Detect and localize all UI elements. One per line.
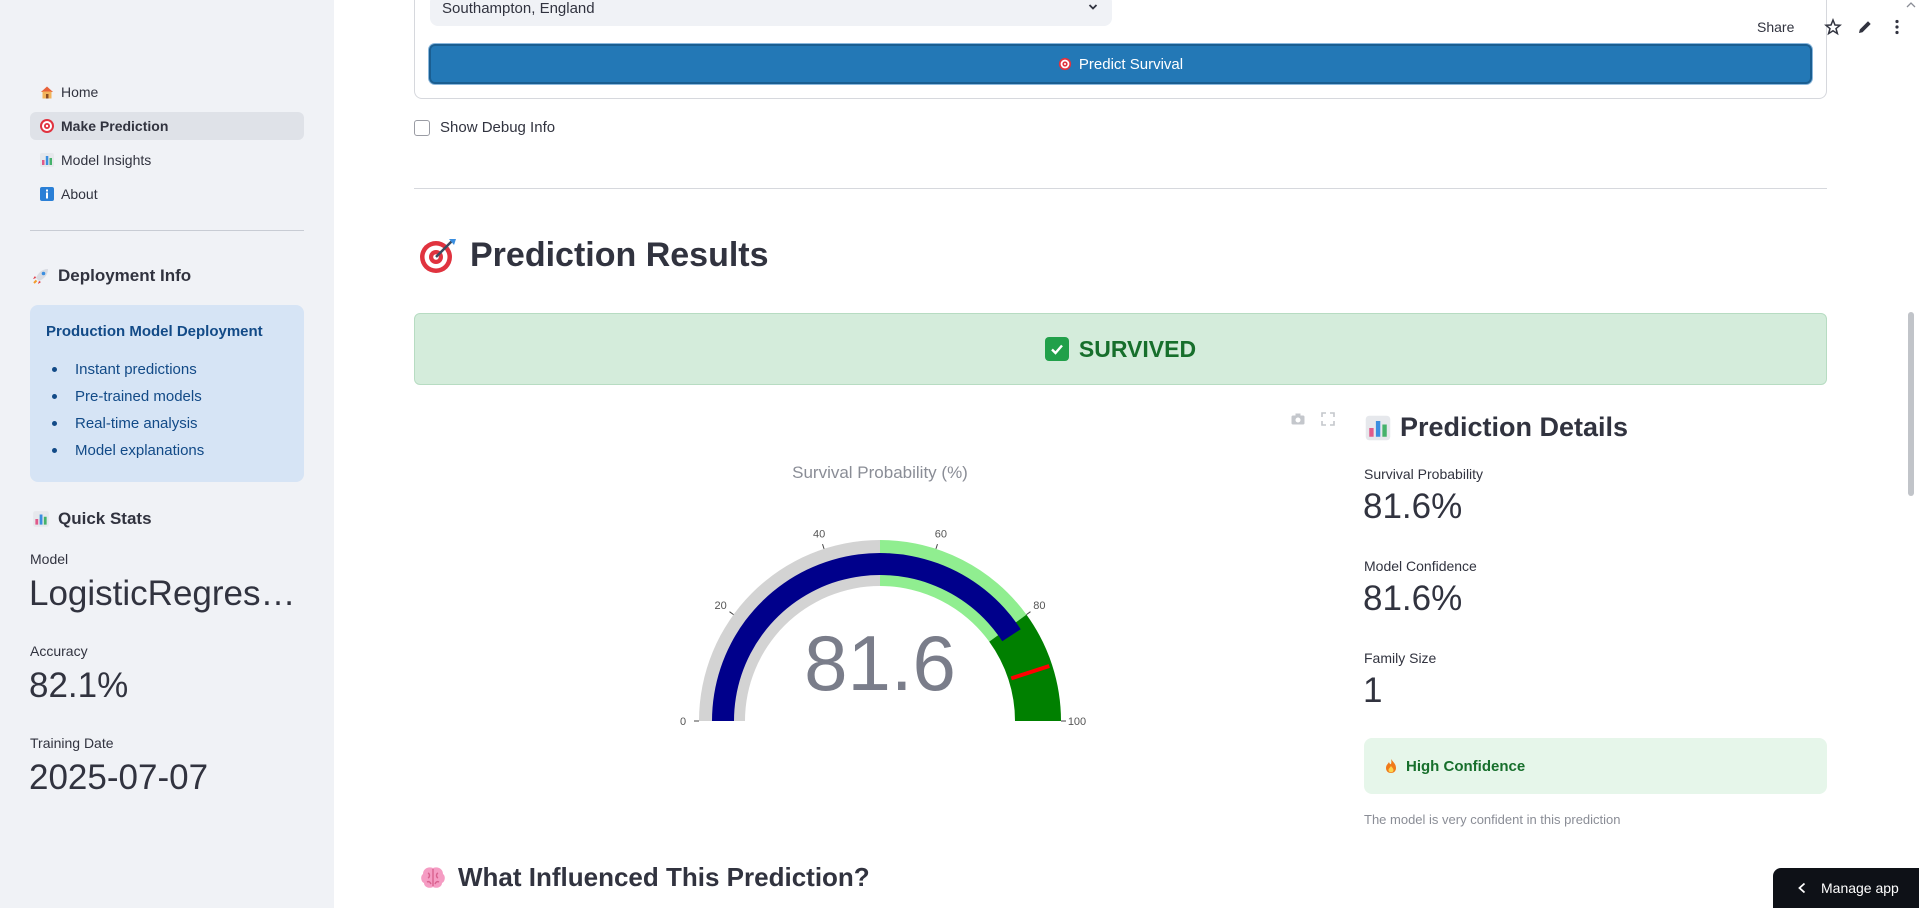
brain-icon: [421, 866, 445, 888]
chart-toolbar: [1290, 411, 1336, 427]
gauge-tick-label: 20: [714, 600, 726, 612]
list-item: Instant predictions: [46, 356, 288, 383]
gauge-tick-label: 40: [813, 529, 825, 541]
select-value: Southampton, England: [442, 0, 595, 17]
metric-label-model-confidence: Model Confidence: [1364, 558, 1477, 574]
share-button[interactable]: Share: [1757, 19, 1795, 35]
metric-value-survival-probability: 81.6%: [1363, 487, 1463, 526]
target-icon: [1058, 57, 1072, 71]
gauge-tick-mark: [822, 543, 825, 550]
fullscreen-icon[interactable]: [1320, 411, 1336, 427]
stat-value-accuracy: 82.1%: [29, 666, 129, 705]
nav-label: Home: [61, 84, 99, 100]
target-icon: [39, 118, 55, 134]
prediction-details-title: Prediction Details: [1400, 412, 1629, 442]
stat-value-model: LogisticRegress...: [29, 574, 305, 613]
stat-label-model: Model: [30, 551, 69, 567]
deployment-info-title: Deployment Info: [58, 266, 192, 285]
nav-label: Model Insights: [61, 152, 152, 168]
list-item: Pre-trained models: [46, 383, 288, 410]
target-icon: [420, 239, 456, 273]
deployment-box-title: Production Model Deployment: [46, 323, 263, 340]
quick-stats-title: Quick Stats: [58, 509, 152, 528]
gauge-step-2: [989, 614, 1061, 721]
debug-toggle[interactable]: Show Debug Info: [414, 119, 555, 136]
list-item: Model explanations: [46, 437, 288, 464]
metric-value-model-confidence: 81.6%: [1363, 579, 1463, 618]
influence-title: What Influenced This Prediction?: [458, 862, 870, 892]
page-scrollbar[interactable]: [1908, 312, 1914, 496]
bar-chart-icon: [1365, 415, 1391, 440]
survival-probability-gauge: Survival Probability (%) 0 20 40 60 80 100 81…: [680, 463, 1086, 728]
sidebar: Home Make Prediction Model Insights Abou…: [0, 0, 334, 908]
nav-item-home[interactable]: Home: [30, 78, 304, 106]
debug-label: Show Debug Info: [440, 119, 556, 136]
gauge-tick-mark: [729, 611, 734, 616]
prediction-outcome-banner: SURVIVED: [414, 313, 1827, 385]
stat-label-training-date: Training Date: [30, 735, 114, 751]
gauge-value: 81.6: [804, 619, 956, 707]
edit-pencil-icon[interactable]: [1856, 18, 1874, 36]
confidence-level-box: High Confidence: [1364, 738, 1827, 794]
sidebar-nav: Home Make Prediction Model Insights Abou…: [30, 78, 304, 214]
gauge-tick-label: 0: [680, 716, 686, 728]
predict-survival-button[interactable]: Predict Survival: [429, 44, 1812, 84]
gauge-step-0: [699, 540, 880, 721]
metric-value-family-size: 1: [1363, 671, 1383, 710]
stat-label-accuracy: Accuracy: [30, 643, 88, 659]
stat-value-training-date: 2025-07-07: [29, 758, 209, 797]
more-options-icon[interactable]: [1888, 18, 1906, 36]
debug-checkbox[interactable]: [414, 119, 430, 136]
predict-button-label: Predict Survival: [1078, 55, 1184, 73]
prediction-results-heading: Prediction Results: [418, 235, 769, 275]
list-item: Real-time analysis: [46, 410, 288, 437]
nav-item-model-insights[interactable]: Model Insights: [30, 146, 304, 174]
sidebar-divider: [30, 230, 304, 231]
gauge-tick-label: 60: [935, 529, 947, 541]
chevron-down-icon: [1088, 4, 1098, 10]
confidence-level-label: High Confidence: [1406, 757, 1526, 775]
gauge-tick-mark: [935, 543, 938, 550]
metric-label-family-size: Family Size: [1364, 650, 1437, 666]
prediction-outcome-text: SURVIVED: [1078, 335, 1197, 362]
rocket-icon: [30, 266, 52, 286]
deployment-features-list: Instant predictions Pre-trained models R…: [46, 356, 288, 464]
app-toolbar: Share: [1757, 18, 1906, 36]
house-icon: [39, 84, 55, 100]
gauge-title: Survival Probability (%): [792, 463, 968, 482]
quick-stats-heading: Quick Stats: [30, 509, 152, 529]
manage-app-button[interactable]: Manage app: [1773, 868, 1919, 908]
gauge-threshold-line: [1010, 664, 1050, 681]
camera-icon[interactable]: [1290, 411, 1306, 427]
prediction-results-title: Prediction Results: [470, 235, 769, 274]
prediction-form-container: [414, 0, 1827, 99]
gauge-value-bar: [712, 553, 1021, 721]
bar-chart-icon: [39, 152, 55, 168]
fire-icon: [1386, 759, 1396, 773]
scroll-up-arrow-icon[interactable]: [1906, 2, 1916, 8]
nav-label: Make Prediction: [61, 118, 169, 134]
nav-item-make-prediction[interactable]: Make Prediction: [30, 112, 304, 140]
gauge-tick-mark: [1026, 611, 1031, 616]
section-divider: [414, 188, 1827, 189]
prediction-details-heading: Prediction Details: [1364, 412, 1628, 443]
deployment-info-heading: Deployment Info: [30, 266, 191, 286]
embarkation-port-select[interactable]: Southampton, England: [430, 0, 1112, 26]
manage-app-label: Manage app: [1821, 880, 1899, 896]
info-icon: [39, 186, 55, 202]
star-icon[interactable]: [1824, 18, 1843, 36]
confidence-caption: The model is very confident in this pred…: [1364, 812, 1621, 827]
metric-label-survival-probability: Survival Probability: [1364, 466, 1484, 482]
nav-item-about[interactable]: About: [30, 180, 304, 208]
check-icon: [1044, 337, 1069, 361]
gauge-tick-label: 80: [1033, 600, 1045, 612]
chevron-left-icon: [1798, 882, 1806, 894]
nav-label: About: [61, 186, 98, 202]
deployment-info-box: Production Model Deployment Instant pred…: [30, 305, 304, 482]
influence-heading: What Influenced This Prediction?: [418, 862, 870, 893]
bar-chart-icon: [30, 509, 52, 529]
gauge-tick-label: 100: [1068, 716, 1086, 728]
